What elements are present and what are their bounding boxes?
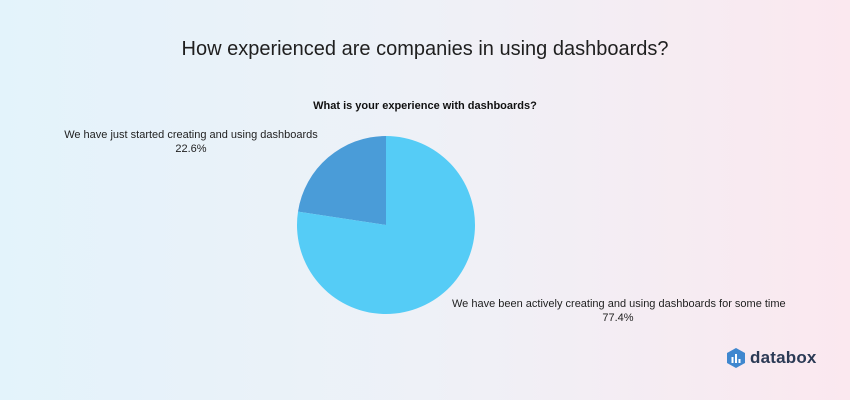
pie-slice-just-started [298,136,386,225]
slice-percent: 77.4% [602,312,634,324]
slice-label-text: We have been actively creating and using… [452,298,786,310]
page-title: How experienced are companies in using d… [181,38,669,60]
slice-label-actively-creating: We have been actively creating and using… [452,297,786,325]
slice-label-just-started: We have just started creating and using … [60,128,322,156]
slice-percent: 22.6% [175,143,207,155]
brand-logo[interactable]: databox [727,348,817,368]
pie-slice-actively-creating [297,136,475,314]
databox-logo-icon [727,348,745,368]
chart-title: What is your experience with dashboards? [313,100,537,112]
brand-name: databox [750,348,817,367]
slice-label-text: We have just started creating and using … [64,129,318,141]
